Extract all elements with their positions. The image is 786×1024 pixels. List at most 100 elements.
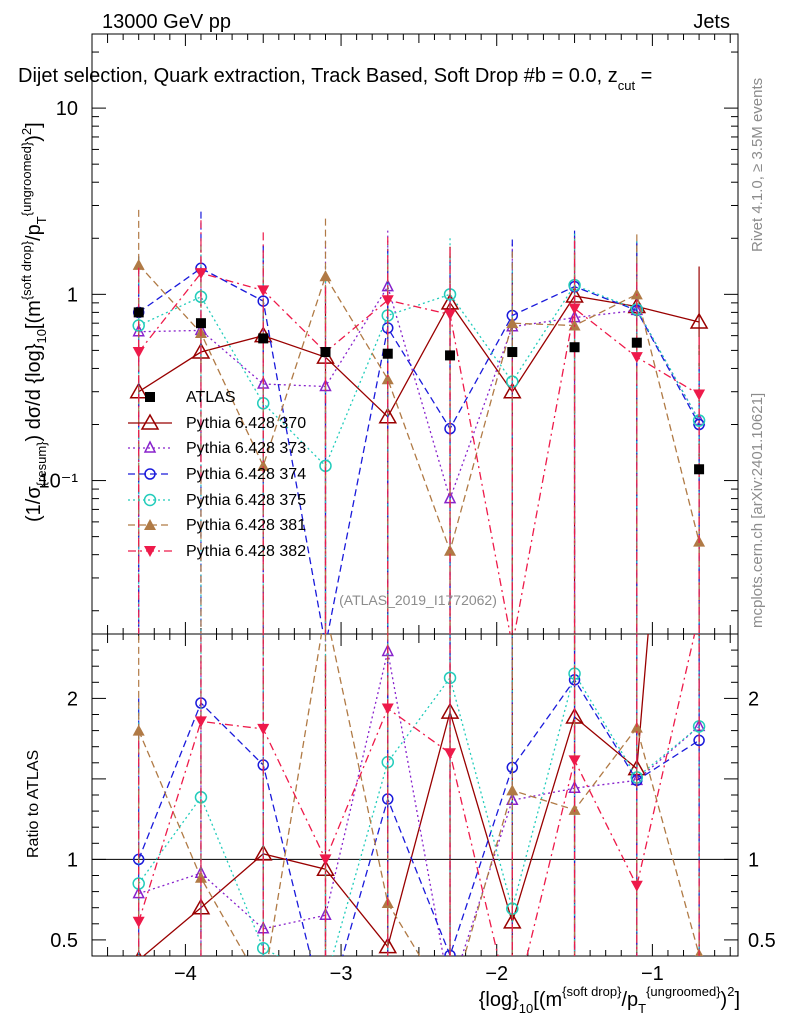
data-point-shape [568,303,581,315]
ratio-line-4 [138,634,700,956]
main-plot-area [129,209,709,634]
data-point [257,459,270,471]
mcplots-credit: mcplots.cern.ch [arXiv:2401.10621] [749,393,766,628]
analysis-watermark: (ATLAS_2019_I1772062) [339,592,497,608]
x-tick-label: −1 [641,963,664,985]
axis-ticks [91,34,738,957]
data-point-shape [132,347,145,359]
y-tick-label: 1 [67,284,78,306]
atlas-data-point-shape [569,342,580,353]
ratio-line-1 [138,651,700,956]
ratio-point [506,784,519,796]
ratio-point-shape [319,854,332,866]
legend-marker-3-shape [143,493,157,507]
y-axis-label-main: (1/σ{resum}) dσ/d {log}10[(m{soft drop}/… [19,122,49,522]
data-point-shape [506,317,519,329]
data-point-shape [381,373,394,385]
ratio-point-shape [506,1011,518,1022]
atlas-data-point-shape [507,347,518,358]
ratio-point [444,1000,456,1011]
ratio-point [257,981,269,992]
rivet-version: Rivet 4.1.0, ≥ 3.5M events [749,78,766,252]
data-point [693,389,706,401]
data-point [689,312,709,329]
atlas-data-point [694,464,705,475]
ratio-point-shape [630,880,643,892]
ratio-point [445,987,455,997]
ratio-point-shape [320,1011,330,1021]
atlas-data-point [569,342,580,353]
data-point [381,295,394,307]
data-point-shape [132,258,145,270]
ratio-point [381,703,394,715]
ratio-point [630,880,643,892]
ratio-line-0 [142,634,649,956]
data-point [630,352,643,364]
ratio-tick-label-right: 0.5 [748,930,776,952]
data-point-shape [257,285,270,297]
series-line-2 [138,267,700,634]
data-point-shape [194,268,207,280]
data-point [194,268,207,280]
data-point [444,309,457,321]
ratio-point [630,721,643,733]
ratio-point [132,916,145,928]
data-point [257,285,270,297]
ratio-point [568,755,581,767]
plot-title-tail: = [635,65,652,87]
legend-marker-1-shape [143,440,157,453]
ratio-point-shape [257,723,270,735]
data-point [132,258,145,270]
ratio-point [194,716,207,728]
atlas-data-point-shape [133,307,144,318]
legend-marker-5 [144,546,156,557]
legend: ATLAS Pythia 6.428 370 Pythia 6.428 373 … [128,389,306,560]
ratio-point-shape [568,755,581,767]
ratio-plot-frame [91,633,739,957]
ratio-point-shape [445,987,455,997]
plot-title-main: Dijet selection, Quark extraction, Track… [18,65,618,87]
ratio-point [506,1011,518,1022]
ratio-point [257,723,270,735]
data-point-shape [257,459,270,471]
legend-marker-1 [143,440,157,453]
ratio-point-shape [257,981,269,992]
atlas-data-point-shape [258,333,269,344]
plot-title-sub: cut [618,78,636,93]
legend-marker-2 [144,468,156,480]
legend-marker-3 [143,493,157,507]
legend-label-atlas: ATLAS [186,389,236,406]
legend-marker-atlas-shape [145,392,155,402]
legend-marker-5-shape [144,546,156,557]
ratio-point [256,941,270,955]
ratio-point [568,803,581,815]
series-line-4 [138,264,700,553]
data-point-shape [319,270,332,282]
legend-label-375: Pythia 6.428 375 [186,492,306,509]
atlas-data-point-shape [694,464,705,475]
data-point-shape [689,312,709,329]
x-tick-label: −3 [330,963,353,985]
ratio-point-shape [506,784,519,796]
ratio-point [444,748,457,760]
atlas-data-point-shape [320,347,331,358]
ratio-tick-label: 2 [67,688,78,710]
ratio-tick-label: 1 [67,849,78,871]
data-point [444,544,457,556]
data-point [506,317,519,329]
ratio-point-shape [444,1000,456,1011]
legend-marker-0 [140,413,160,430]
ratio-point-shape [444,748,457,760]
legend-label-374: Pythia 6.428 374 [186,466,306,483]
ratio-point [319,854,332,866]
legend-marker-0-shape [140,413,160,430]
series-line-5 [138,272,700,634]
atlas-data-point-shape [195,318,206,329]
ratio-plot-area [92,634,738,1022]
header-right: Jets [693,11,730,33]
atlas-data-point [507,347,518,358]
atlas-data-point [631,337,642,348]
ratio-line-5 [138,634,696,956]
legend-marker-4-shape [144,519,156,530]
